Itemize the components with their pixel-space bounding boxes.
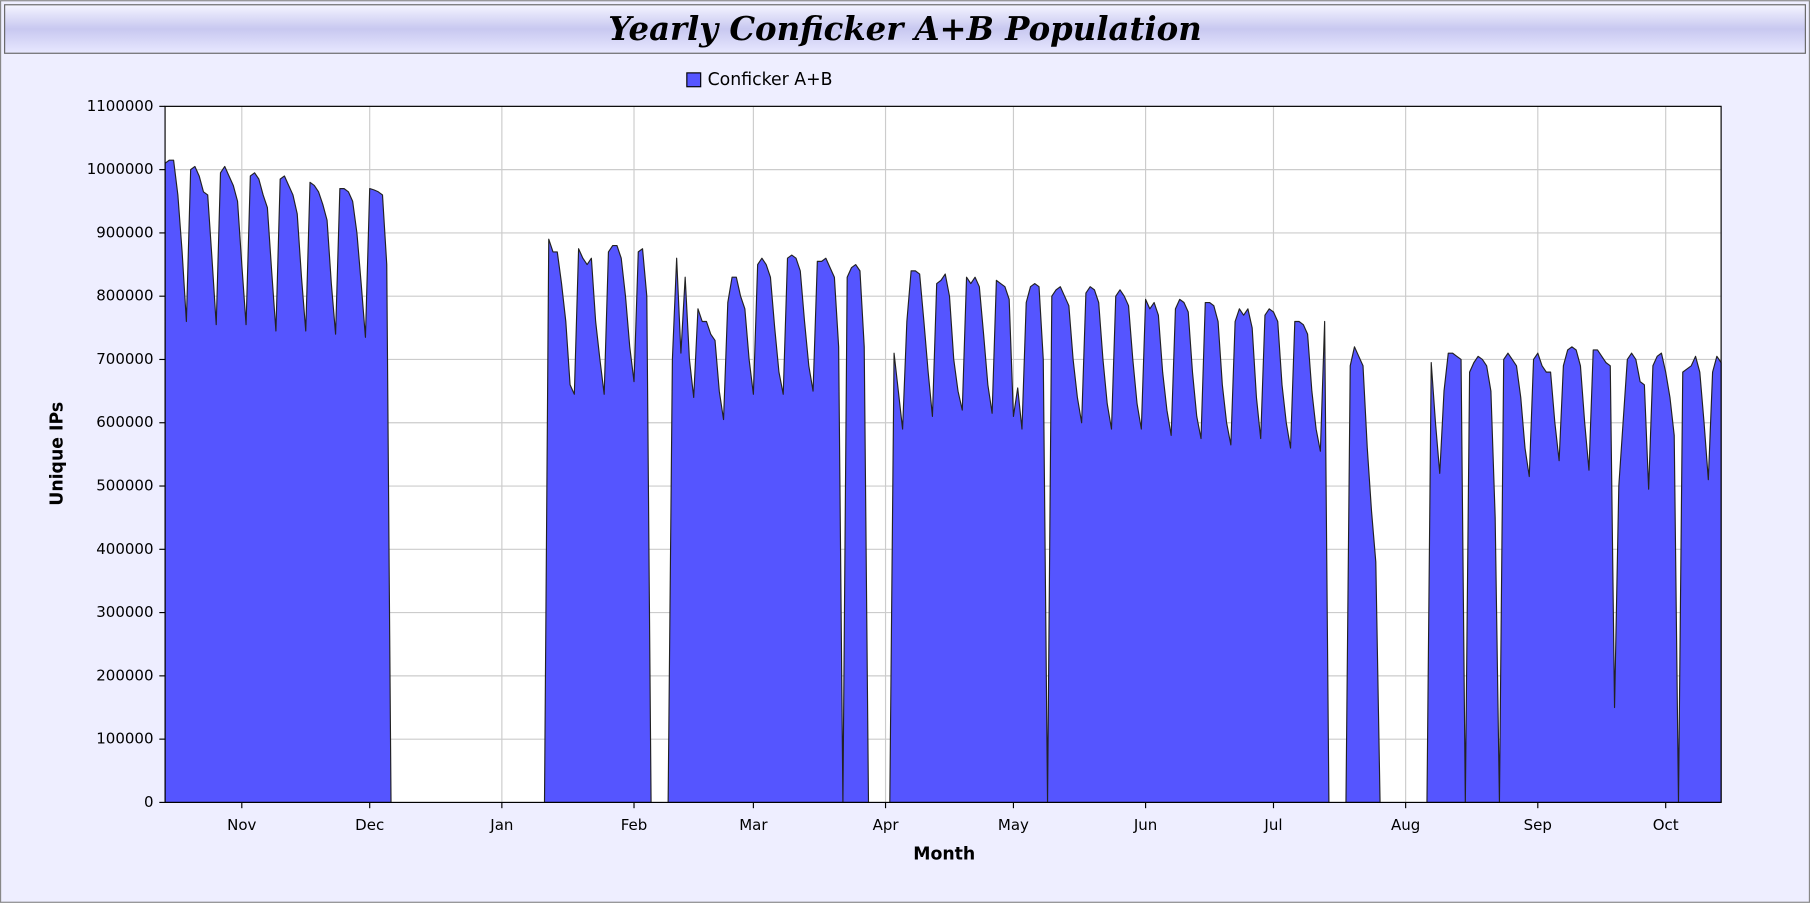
y-tick-label: 600000 xyxy=(96,413,153,431)
x-tick-label: Mar xyxy=(739,816,768,834)
area xyxy=(164,159,392,803)
x-tick-label: Jun xyxy=(1133,816,1157,834)
y-tick-label: 900000 xyxy=(96,223,153,241)
legend-label: Conficker A+B xyxy=(708,70,833,90)
y-tick-label: 1100000 xyxy=(87,97,154,115)
area xyxy=(1345,346,1381,803)
y-axis-label: Unique IPs xyxy=(48,402,68,506)
x-tick-label: Feb xyxy=(621,816,648,834)
x-tick-label: Dec xyxy=(355,816,384,834)
x-tick-label: May xyxy=(998,816,1029,834)
y-tick-label: 800000 xyxy=(96,287,153,305)
y-tick-label: 500000 xyxy=(96,477,153,495)
x-tick-label: Aug xyxy=(1391,816,1420,834)
area xyxy=(889,270,1330,803)
area xyxy=(543,238,652,803)
x-tick-label: Sep xyxy=(1524,816,1552,834)
y-tick-label: 100000 xyxy=(96,730,153,748)
area xyxy=(667,254,870,803)
title-bar xyxy=(4,4,1806,54)
y-tick-label: 300000 xyxy=(96,603,153,621)
y-tick-label: 400000 xyxy=(96,540,153,558)
x-tick-label: Jan xyxy=(489,816,513,834)
x-tick-label: Nov xyxy=(227,816,256,834)
plot-border xyxy=(164,105,1722,803)
y-tick-label: 0 xyxy=(144,793,154,811)
legend-swatch xyxy=(686,72,702,88)
x-axis-label: Month xyxy=(913,844,975,864)
y-tick-label: 700000 xyxy=(96,350,153,368)
chart-title: Yearly Conficker A+B Population xyxy=(608,10,1201,48)
y-tick-label: 1000000 xyxy=(87,160,154,178)
x-tick-label: Apr xyxy=(873,816,900,834)
x-tick-label: Oct xyxy=(1653,816,1679,834)
y-tick-label: 200000 xyxy=(96,666,153,684)
area xyxy=(1426,346,1722,803)
x-tick-label: Jul xyxy=(1263,816,1282,834)
